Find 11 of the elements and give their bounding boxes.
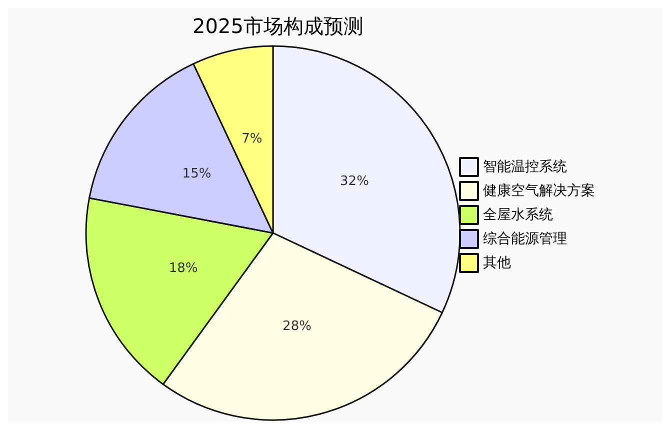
legend-label: 全屋水系统 (483, 207, 553, 223)
legend-label: 智能温控系统 (483, 159, 567, 175)
data-label: 28% (282, 318, 312, 334)
data-label: 7% (242, 131, 262, 146)
data-label: 18% (168, 261, 198, 276)
data-label: 15% (182, 166, 212, 182)
legend-label: 其他 (483, 255, 511, 271)
legend-label: 综合能源管理 (483, 231, 567, 247)
legend-label: 健康空气解决方案 (483, 182, 595, 199)
chart-title: 2025市场构成预测 (192, 14, 364, 38)
data-label: 32% (340, 174, 369, 189)
